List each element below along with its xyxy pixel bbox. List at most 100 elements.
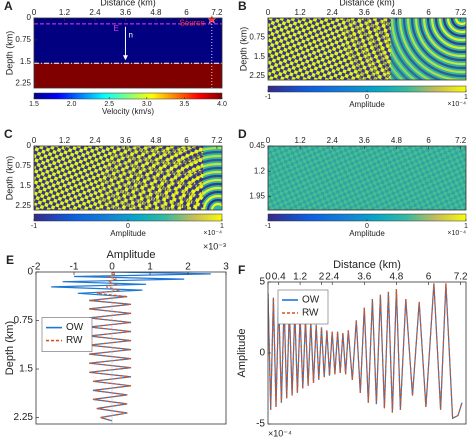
legend-box xyxy=(41,317,93,352)
x-tick-label: 4.8 xyxy=(150,8,162,17)
wavefront xyxy=(418,18,466,62)
colorbar-exponent: ×10⁻⁴ xyxy=(203,230,222,237)
colorbar-label: Amplitude xyxy=(349,229,385,238)
x-tick-label: 2 xyxy=(185,262,191,273)
axes-frame xyxy=(33,145,223,211)
x-tick-label: 1.2 xyxy=(293,272,307,283)
x-tick-label: 7.2 xyxy=(211,136,223,145)
wavefront xyxy=(210,202,222,210)
wavefield-texture xyxy=(268,18,391,80)
x-tick-label: 3.6 xyxy=(359,8,371,17)
y-tick-label: 1.2 xyxy=(254,166,266,175)
exponent-label: ×10⁻³ xyxy=(203,241,226,251)
wavefront xyxy=(166,158,222,210)
y-tick-label: 1.5 xyxy=(19,364,33,375)
legend-label: RW xyxy=(66,335,83,346)
colorbar-exponent: ×10⁻⁴ xyxy=(447,230,466,237)
y-tick-label: 0 xyxy=(259,348,265,359)
x-tick-label: 0 xyxy=(266,8,271,17)
x-tick-label: 1.2 xyxy=(59,8,71,17)
x-tick-label: 3.6 xyxy=(359,136,371,145)
plot-area xyxy=(34,18,222,88)
colorbar-label: Amplitude xyxy=(349,100,385,109)
colorbar-tick-label: -1 xyxy=(265,223,271,230)
y-tick-label: 0 xyxy=(27,267,33,278)
wavefront xyxy=(186,178,222,210)
normal-arrowhead xyxy=(122,55,128,61)
y-axis-label: Depth (km) xyxy=(4,321,16,375)
wavefront xyxy=(198,190,222,210)
x-tick-label: 2 xyxy=(319,272,325,283)
x-tick-label: 6 xyxy=(426,272,432,283)
colorbar-tick-label: 2.0 xyxy=(67,101,77,108)
wavefront xyxy=(438,18,466,42)
plot-area xyxy=(51,272,211,424)
panel: 0 1.2 2.4 3.6 4.8 6 7.2 0.75 1.5 2.25 Distance (km… xyxy=(238,0,468,109)
legend-label: RW xyxy=(302,308,319,319)
colorbar-tick-label: -1 xyxy=(265,94,271,101)
x-tick-label: 7.2 xyxy=(455,136,467,145)
normal-label: n xyxy=(128,31,132,40)
y-tick-label: 0.75 xyxy=(15,161,31,170)
x-tick-label: 6 xyxy=(184,136,189,145)
wavefield-texture xyxy=(268,146,466,210)
colorbar-exponent: ×10⁻⁴ xyxy=(447,101,466,108)
x-tick-label: 3.6 xyxy=(120,136,132,145)
velocity-layer xyxy=(34,18,222,64)
panel-label: F xyxy=(238,263,245,277)
wavefront xyxy=(174,166,222,210)
panel-label: C xyxy=(4,127,13,141)
axes-frame xyxy=(33,17,223,89)
y-tick-label: 0.75 xyxy=(249,32,265,41)
wavefront xyxy=(450,18,466,30)
x-tick-label: 7.2 xyxy=(454,272,468,283)
series-line xyxy=(51,272,211,422)
axes-frame xyxy=(267,145,467,211)
x-tick-label: 6 xyxy=(426,8,431,17)
x-tick-label: 2.4 xyxy=(325,272,339,283)
wavefront xyxy=(426,18,466,54)
source-label: Source xyxy=(179,19,205,28)
plot-area xyxy=(34,146,222,210)
x-tick-label: 4.8 xyxy=(391,8,403,17)
y-tick-label: 2.25 xyxy=(14,412,34,423)
panel: 0 1.2 2.4 3.6 4.8 6 7.2 0.45 1.2 1.95 D -1 0 1 Amplitu… xyxy=(238,127,468,238)
x-tick-label: 1.2 xyxy=(295,136,307,145)
exponent-label: ×10⁻⁴ xyxy=(268,428,292,438)
wavefront xyxy=(182,174,222,210)
x-tick-label: 7.2 xyxy=(211,8,223,17)
y-tick-label: 0 xyxy=(27,141,32,150)
wavefront xyxy=(178,170,222,210)
y-tick-label: 1.5 xyxy=(254,52,266,61)
x-tick-label: 3.6 xyxy=(357,272,371,283)
x-tick-label: 6 xyxy=(184,8,189,17)
y-tick-label: -5 xyxy=(256,419,265,430)
wavefront xyxy=(434,18,466,46)
colorbar-tick-label: 4.0 xyxy=(217,101,227,108)
x-axis-label: Amplitude xyxy=(107,249,156,261)
colorbar-label: Velocity (km/s) xyxy=(102,107,154,116)
colorbar-tick-label: -1 xyxy=(31,223,37,230)
y-tick-label: 1.95 xyxy=(249,192,265,201)
legend-label: OW xyxy=(66,322,84,333)
panel-label: A xyxy=(4,0,13,13)
series-line xyxy=(268,283,463,420)
y-tick-label: 0 xyxy=(27,13,32,22)
panel-label: E xyxy=(6,253,14,267)
y-axis-label: Amplitude xyxy=(236,329,248,378)
legend-label: OW xyxy=(302,295,320,306)
colorbar-tick-label: 1 xyxy=(464,94,468,101)
x-tick-label: 1 xyxy=(147,262,153,273)
y-tick-label: 0.45 xyxy=(249,141,265,150)
wavefront xyxy=(158,150,222,210)
legend: OW RW xyxy=(41,317,93,352)
colorbar-tick-label: 0 xyxy=(126,223,130,230)
panel-label: B xyxy=(238,0,247,13)
y-tick-label: 5 xyxy=(259,277,265,288)
y-tick-label: 2.25 xyxy=(15,79,31,88)
legend: OW RW xyxy=(277,289,329,325)
y-tick-label: 0.75 xyxy=(15,35,31,44)
